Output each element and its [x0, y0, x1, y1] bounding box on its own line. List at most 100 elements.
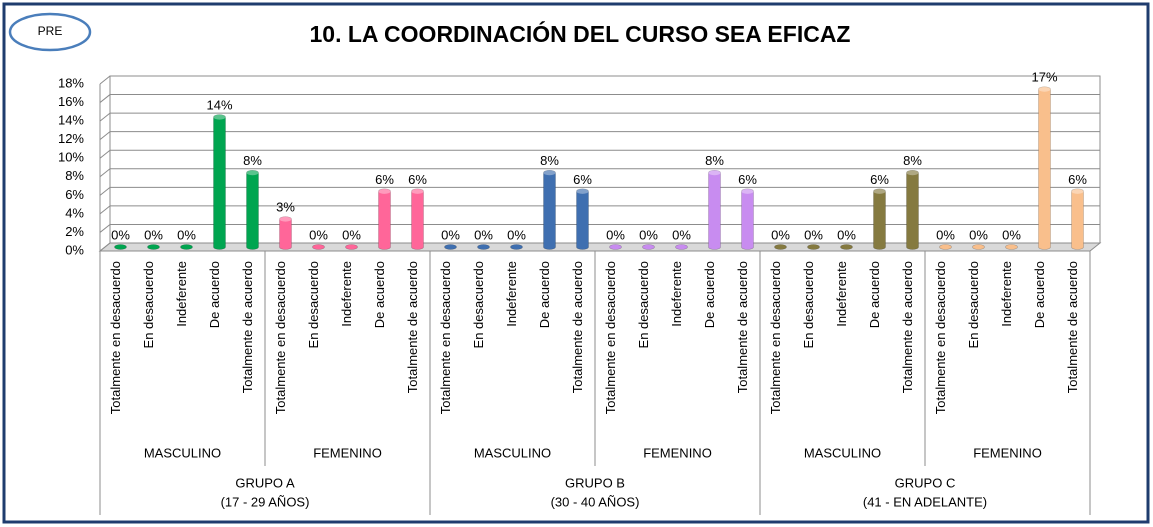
x-tick-label: De acuerdo — [867, 261, 882, 328]
data-label: 8% — [540, 153, 559, 168]
bar — [708, 169, 721, 250]
bar — [1038, 86, 1051, 250]
bar — [939, 244, 952, 250]
group-label: GRUPO A — [235, 475, 295, 490]
bar — [246, 169, 259, 250]
data-label: 6% — [870, 172, 889, 187]
bar — [1005, 244, 1018, 250]
bar-top — [873, 188, 886, 194]
data-label: 8% — [903, 153, 922, 168]
x-tick-label: Indeferente — [504, 261, 519, 327]
bar — [477, 244, 490, 250]
data-label: 0% — [771, 227, 790, 242]
x-tick-label: Totalmente de acuerdo — [900, 261, 915, 393]
x-tick-label: Indeferente — [999, 261, 1014, 327]
data-label: 0% — [342, 227, 361, 242]
bar — [675, 244, 688, 250]
data-label: 0% — [936, 227, 955, 242]
bar — [510, 244, 523, 250]
x-tick-label: En desacuerdo — [141, 261, 156, 348]
x-tick-label: Totalmente en desacuerdo — [933, 261, 948, 414]
bar — [345, 244, 358, 250]
bar-top — [1071, 188, 1084, 194]
subgroup-label: MASCULINO — [474, 445, 551, 460]
grid-line — [99, 94, 1100, 103]
bar — [543, 169, 556, 250]
data-label: 0% — [969, 227, 988, 242]
subgroup-label: MASCULINO — [804, 445, 881, 460]
bar — [312, 244, 325, 250]
bar — [576, 188, 589, 250]
data-label: 0% — [441, 227, 460, 242]
badge: PRE — [38, 24, 63, 38]
grid-line — [99, 112, 1100, 122]
y-tick-label: 8% — [65, 168, 84, 183]
grid-line — [99, 186, 1100, 196]
data-label: 0% — [309, 227, 328, 242]
bar — [1071, 188, 1084, 250]
bar — [972, 244, 985, 250]
data-label: 0% — [144, 227, 163, 242]
bar — [774, 244, 787, 250]
bar-top — [1038, 86, 1051, 92]
bar — [147, 244, 160, 250]
x-tick-label: En desacuerdo — [801, 261, 816, 348]
x-tick-label: Totalmente en desacuerdo — [108, 261, 123, 414]
bar-top — [378, 188, 391, 194]
bar — [807, 244, 820, 250]
x-tick-label: En desacuerdo — [966, 261, 981, 348]
y-tick-label: 0% — [65, 242, 84, 257]
subgroup-label: FEMENINO — [643, 445, 712, 460]
data-label: 0% — [177, 227, 196, 242]
bar-top — [543, 170, 556, 176]
data-label: 0% — [639, 227, 658, 242]
data-label: 6% — [738, 172, 757, 187]
group-label: (41 - EN ADELANTE) — [863, 494, 987, 509]
y-tick-label: 14% — [58, 113, 84, 128]
group-label: (17 - 29 AÑOS) — [221, 494, 310, 509]
bar — [906, 169, 919, 250]
data-label: 0% — [474, 227, 493, 242]
x-tick-label: Indeferente — [669, 261, 684, 327]
x-tick-label: De acuerdo — [537, 261, 552, 328]
grid-line — [99, 131, 1100, 141]
x-tick-label: De acuerdo — [1032, 261, 1047, 328]
grid-line — [99, 149, 1100, 159]
y-tick-label: 4% — [65, 205, 84, 220]
x-tick-label: Totalmente de acuerdo — [240, 261, 255, 393]
data-label: 6% — [375, 172, 394, 187]
grid-line — [99, 205, 1100, 215]
data-label: 0% — [606, 227, 625, 242]
data-label: 8% — [705, 153, 724, 168]
group-label: GRUPO C — [895, 475, 956, 490]
subgroup-label: FEMENINO — [973, 445, 1042, 460]
data-label: 3% — [276, 200, 295, 215]
data-label: 0% — [804, 227, 823, 242]
bar — [213, 114, 226, 250]
data-label: 8% — [243, 153, 262, 168]
y-tick-label: 18% — [58, 75, 84, 90]
y-tick-label: 10% — [58, 150, 84, 165]
bar — [444, 244, 457, 250]
bar-top — [708, 170, 721, 176]
bar-top — [741, 188, 754, 194]
subgroup-label: MASCULINO — [144, 445, 221, 460]
y-tick-label: 6% — [65, 187, 84, 202]
bar — [180, 244, 193, 250]
bar-top — [411, 188, 424, 194]
chart-title: 10. LA COORDINACIÓN DEL CURSO SEA EFICAZ — [310, 20, 851, 47]
data-label: 0% — [111, 227, 130, 242]
bar-top — [213, 114, 226, 120]
bar-top — [576, 188, 589, 194]
data-label: 6% — [1068, 172, 1087, 187]
bar — [279, 216, 292, 250]
x-tick-label: Indeferente — [174, 261, 189, 327]
data-label: 6% — [408, 172, 427, 187]
x-tick-label: Indeferente — [339, 261, 354, 327]
x-tick-label: Totalmente en desacuerdo — [273, 261, 288, 414]
x-tick-label: Totalmente de acuerdo — [405, 261, 420, 393]
data-label: 17% — [1031, 70, 1057, 85]
data-label: 0% — [837, 227, 856, 242]
grid-line — [99, 168, 1100, 178]
